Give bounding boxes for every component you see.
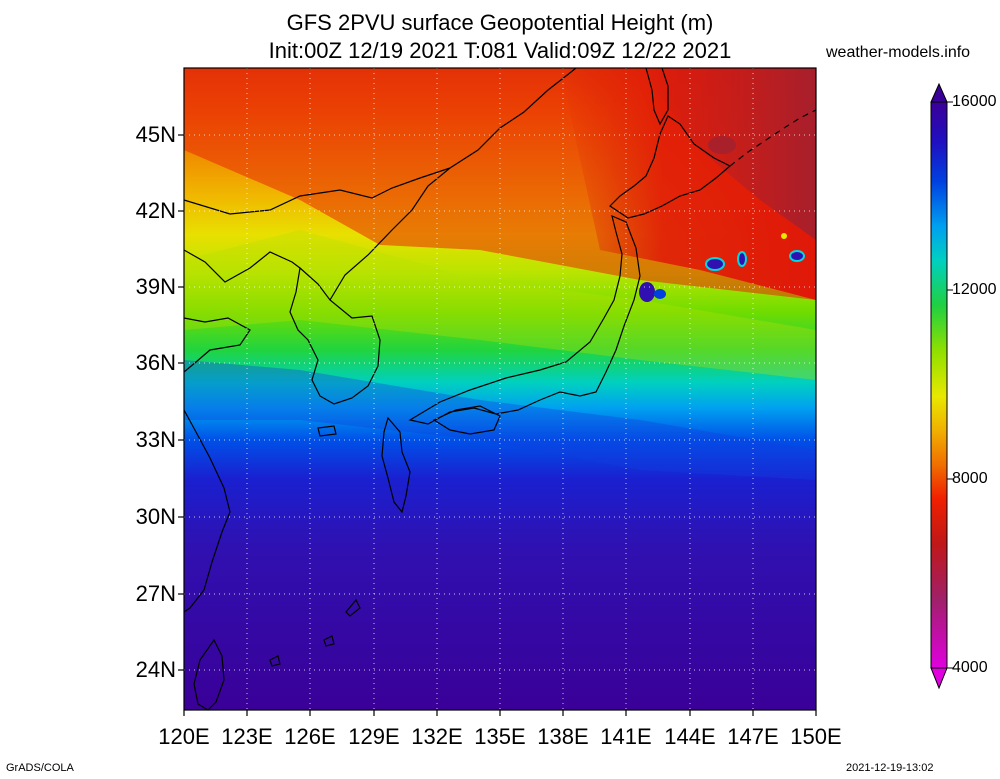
lat-lon-grid <box>184 68 816 710</box>
software-credit: GrADS/COLA <box>6 762 74 774</box>
colorbar-label-12000: 12000 <box>952 281 997 298</box>
lon-label-123e: 123E <box>221 724 273 749</box>
lat-label-24n: 24N <box>135 657 176 682</box>
lon-label-129e: 129E <box>348 724 400 749</box>
lat-label-42n: 42N <box>135 198 176 223</box>
lat-label-36n: 36N <box>135 350 176 375</box>
lat-label-39n: 39N <box>135 274 176 299</box>
lon-label-138e: 138E <box>537 724 589 749</box>
colorbar <box>930 82 953 690</box>
lon-label-120e: 120E <box>158 724 210 749</box>
lon-label-147e: 147E <box>727 724 779 749</box>
lon-label-150e: 150E <box>790 724 842 749</box>
map-frame <box>178 67 817 716</box>
lon-label-135e: 135E <box>474 724 526 749</box>
lon-label-126e: 126E <box>284 724 336 749</box>
generation-timestamp: 2021-12-19-13:02 <box>846 762 934 774</box>
chart-title: GFS 2PVU surface Geopotential Height (m) <box>286 10 714 35</box>
lat-label-27n: 27N <box>135 581 176 606</box>
source-label: weather-models.info <box>826 44 971 61</box>
lon-label-141e: 141E <box>600 724 652 749</box>
lat-label-45n: 45N <box>135 122 176 147</box>
chart-subtitle: Init:00Z 12/19 2021 T:081 Valid:09Z 12/2… <box>268 38 732 63</box>
lon-label-132e: 132E <box>411 724 463 749</box>
geopotential-field <box>184 68 816 710</box>
colorbar-label-16000: 16000 <box>952 93 997 110</box>
coastlines <box>183 67 817 711</box>
lon-label-144e: 144E <box>664 724 716 749</box>
lat-label-30n: 30N <box>135 504 176 529</box>
lat-label-33n: 33N <box>135 427 176 452</box>
colorbar-label-4000: 4000 <box>952 659 988 676</box>
colorbar-label-8000: 8000 <box>952 470 988 487</box>
